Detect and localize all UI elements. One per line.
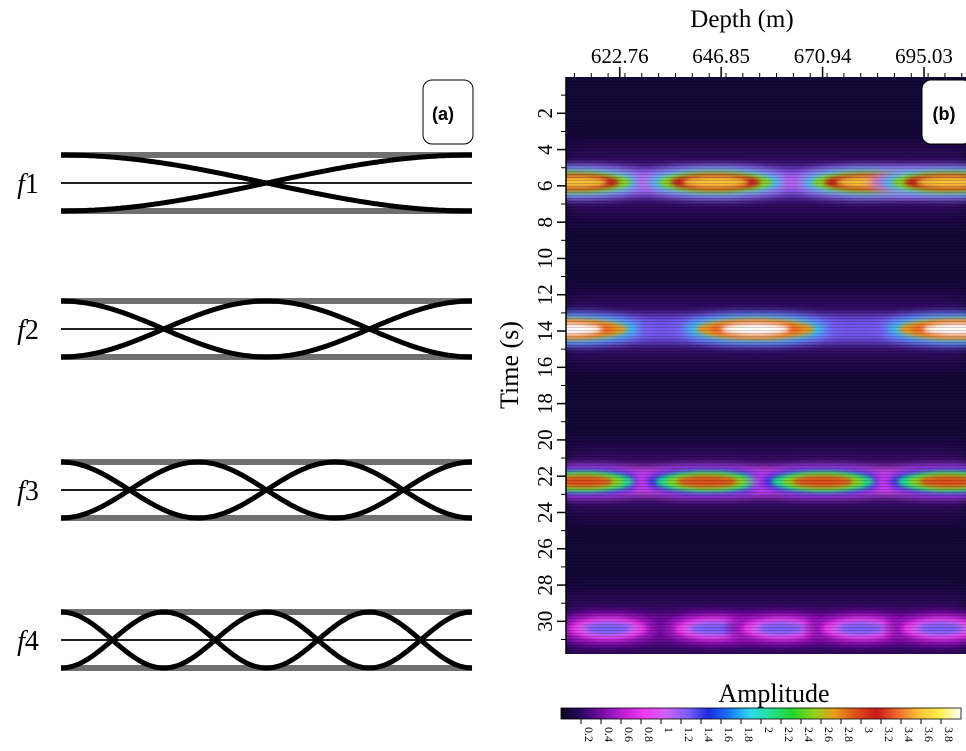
mode-label-4: f4 [17, 626, 39, 657]
colorbar-tick-label: 2.6 [822, 727, 836, 742]
y-tick-label: 12 [533, 284, 557, 305]
mode-label-3: f3 [17, 476, 39, 507]
mode-row-2: f2 [17, 298, 472, 360]
colorbar-tick-label: 2.2 [782, 727, 796, 742]
colorbar-tick-label: 0.4 [602, 727, 616, 742]
colorbar-tick-label: 3.6 [922, 727, 936, 742]
colorbar-tick-label: 3.4 [902, 727, 916, 742]
colorbar-tick-label: 2.8 [842, 727, 856, 742]
colorbar-tick-label: 1.2 [682, 727, 696, 742]
x-tick-label: 646.85 [692, 44, 750, 68]
colorbar-tick-label: 1.4 [702, 727, 716, 742]
panel-b-heatmap: Depth (m) 622.76 646.85 670.94 695.03 Time … [495, 6, 966, 742]
y-tick-label: 22 [533, 466, 557, 487]
mode-label-1: f1 [17, 169, 39, 200]
y-tick-label: 14 [533, 320, 557, 342]
bottom-boundary [61, 208, 472, 214]
colorbar-tick-label: 3.8 [942, 727, 956, 742]
colorbar-tick-label: 1 [662, 727, 676, 733]
mode-curve-upper [61, 298, 472, 360]
colorbar-tick-label: 0.2 [582, 727, 596, 742]
y-tick-label: 6 [533, 181, 557, 192]
x-tick-label: 622.76 [591, 44, 649, 68]
colorbar [560, 707, 962, 720]
panel-a-mode-diagram: f1 f2 f3 f4 [17, 152, 473, 671]
x-tick-label: 695.03 [895, 44, 953, 68]
y-tick-label: 16 [533, 357, 557, 378]
panel-b-tag-box [921, 79, 966, 145]
y-tick-label: 26 [533, 538, 557, 559]
y-tick-label: 20 [533, 429, 557, 450]
mode-curve-upper [60, 609, 473, 671]
colorbar-tick-label: 0.6 [622, 727, 636, 742]
y-tick-label: 2 [533, 108, 557, 119]
colorbar-tick-label: 0.8 [642, 727, 656, 742]
panel-b-tag: (b) [933, 104, 956, 124]
colorbar-ticks: 0.2 0.4 0.6 0.8 1 1.2 1.4 1.6 1.8 2 2.2 2.4 2.6 2.8 3 3… [580, 719, 956, 742]
colorbar-tick-label: 3 [862, 727, 876, 733]
y-tick-label: 24 [533, 502, 557, 524]
mode-label-2: f2 [17, 315, 39, 346]
mode-curve-lower [61, 459, 472, 521]
top-boundary [61, 459, 472, 465]
colorbar-title: Amplitude [718, 679, 829, 708]
y-tick-label: 28 [533, 575, 557, 596]
mode-row-4: f4 [17, 609, 473, 671]
colorbar-tick-label: 2.4 [802, 727, 816, 742]
mode-curve-lower [61, 152, 472, 214]
mode-row-3: f3 [17, 459, 472, 521]
panel-a-tag: (a) [432, 104, 454, 124]
y-tick-label: 10 [533, 248, 557, 269]
panel-a-tag-box [422, 79, 474, 145]
top-boundary [61, 152, 472, 158]
bottom-boundary [61, 515, 472, 521]
colorbar-tick-label: 1.6 [722, 727, 736, 742]
x-axis-ticks: 622.76 646.85 670.94 695.03 [573, 44, 963, 77]
colorbar-tick-label: 3.2 [882, 727, 896, 742]
heatmap-scan-lines [566, 77, 966, 654]
y-tick-label: 8 [533, 217, 557, 228]
x-axis-label: Depth (m) [690, 6, 793, 33]
y-tick-label: 18 [533, 393, 557, 414]
y-tick-label: 4 [533, 144, 557, 155]
mode-curve-lower [61, 298, 472, 360]
colorbar-tick-label: 2 [762, 727, 776, 733]
mode-curve-lower [60, 609, 473, 671]
mode-row-1: f1 [17, 152, 472, 214]
y-axis-label: Time (s) [495, 321, 524, 409]
y-tick-label: 30 [533, 611, 557, 632]
x-tick-label: 670.94 [794, 44, 852, 68]
colorbar-tick-label: 1.8 [742, 727, 756, 742]
